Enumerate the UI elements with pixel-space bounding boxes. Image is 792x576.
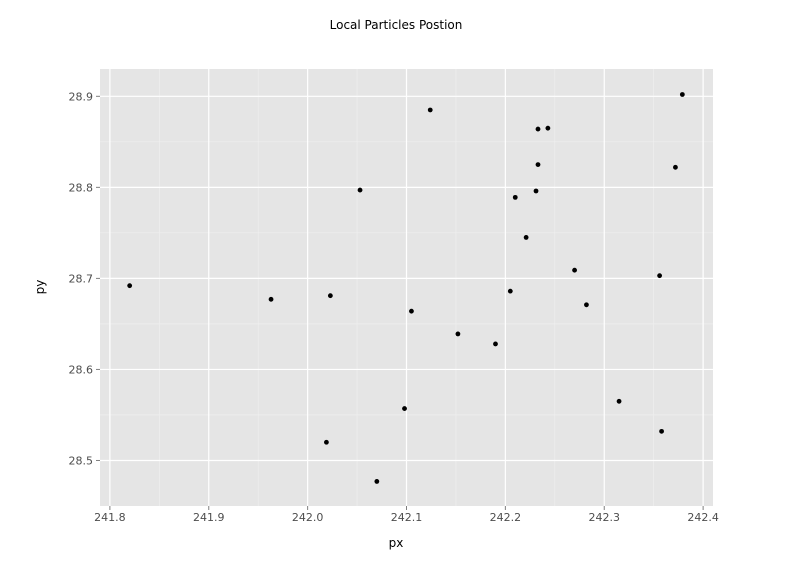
data-point-15 (535, 126, 541, 132)
x-axis-ticks: 241.8 241.9 242.0 242.1 242.2 242.3 242.4 (94, 506, 719, 524)
data-point-23 (673, 164, 678, 170)
data-point-9 (455, 331, 461, 337)
data-point-17 (545, 125, 551, 131)
data-point-19 (584, 302, 589, 308)
data-point-8 (427, 107, 433, 113)
data-point-2 (324, 439, 329, 445)
data-point-5 (374, 479, 380, 484)
data-point-7 (409, 308, 414, 314)
y-tick-label: 28.6 (69, 363, 94, 376)
data-point-0 (127, 283, 133, 289)
y-tick-label: 28.5 (69, 454, 94, 467)
data-point-4 (357, 187, 363, 193)
x-tick-label: 242.0 (292, 511, 324, 524)
x-tick-label: 242.1 (391, 511, 423, 524)
y-tick-label: 28.7 (69, 272, 94, 285)
data-point-22 (659, 428, 664, 434)
data-point-1 (268, 296, 274, 302)
data-point-16 (535, 162, 541, 167)
x-tick-label: 242.3 (588, 511, 620, 524)
data-point-6 (402, 406, 407, 411)
major-gridlines (100, 69, 713, 506)
data-point-14 (533, 188, 539, 194)
data-point-3 (327, 293, 333, 299)
chart-title: Local Particles Postion (330, 18, 463, 32)
x-tick-label: 241.8 (94, 511, 126, 524)
y-tick-label: 28.9 (69, 90, 94, 103)
data-point-13 (523, 235, 529, 240)
data-point-11 (507, 288, 513, 294)
data-point-10 (493, 341, 498, 347)
x-tick-label: 241.9 (193, 511, 225, 524)
x-tick-label: 242.2 (490, 511, 522, 524)
y-tick-label: 28.8 (69, 181, 94, 194)
data-point-21 (657, 273, 663, 279)
x-tick-label: 242.4 (687, 511, 719, 524)
data-point-12 (512, 194, 518, 200)
data-points (127, 92, 685, 484)
data-point-24 (679, 92, 685, 97)
data-point-18 (572, 267, 577, 273)
x-axis-label: px (389, 536, 404, 550)
y-axis-label: py (33, 280, 47, 295)
data-point-20 (616, 398, 622, 404)
y-axis-ticks: 28.5 28.6 28.7 28.8 28.9 (69, 90, 100, 467)
